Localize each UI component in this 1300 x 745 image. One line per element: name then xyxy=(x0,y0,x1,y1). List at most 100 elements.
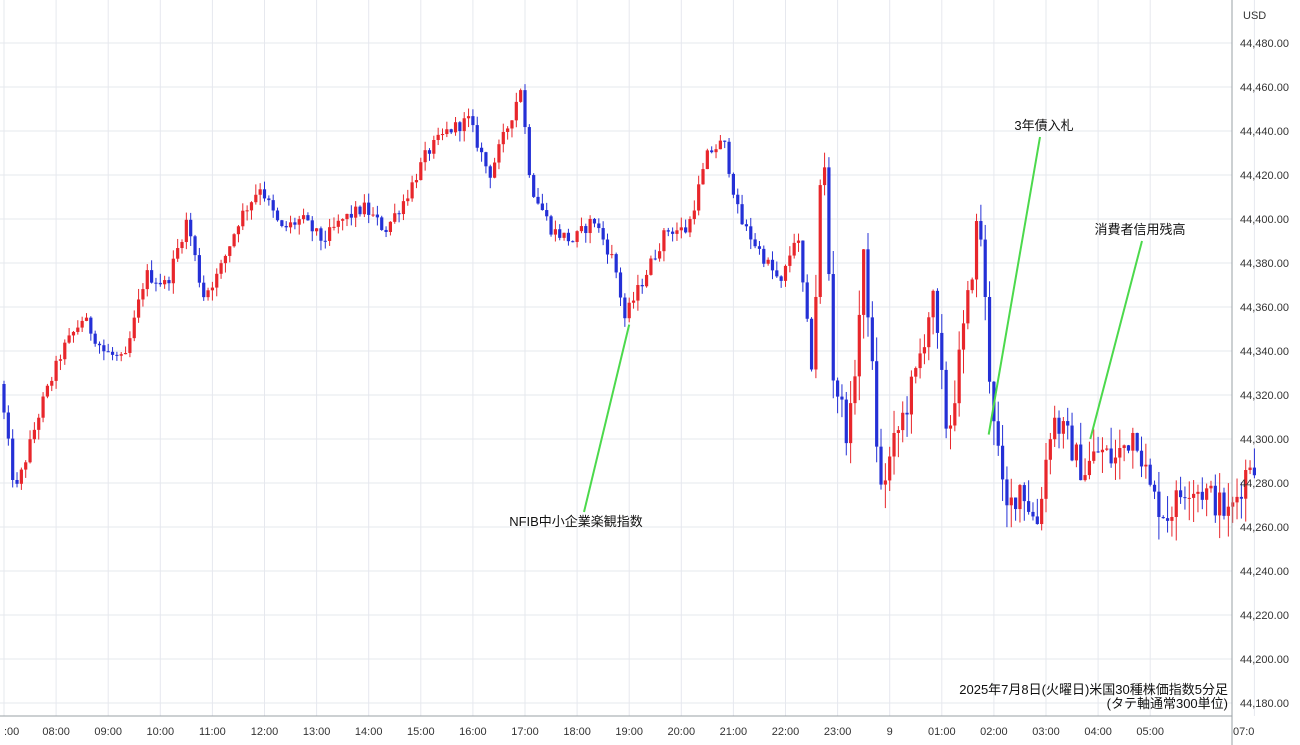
candle xyxy=(662,227,666,262)
candle-body xyxy=(432,140,436,154)
candle xyxy=(705,148,709,170)
candle xyxy=(132,310,136,342)
candle-body xyxy=(354,206,358,218)
candle-body xyxy=(640,284,644,287)
candle-body xyxy=(132,317,136,339)
candle xyxy=(50,376,54,392)
annotation-line xyxy=(987,136,1041,435)
candle-body xyxy=(684,227,688,233)
candle-body xyxy=(367,202,371,215)
candle xyxy=(870,301,874,370)
candle xyxy=(345,213,349,227)
candle xyxy=(1174,480,1178,541)
candle-body xyxy=(935,290,940,333)
candle xyxy=(1053,405,1057,447)
candle-body xyxy=(110,351,115,355)
x-tick-label: 03:00 xyxy=(1032,726,1060,738)
candle xyxy=(189,212,193,246)
candle-body xyxy=(1000,445,1005,480)
candle-body xyxy=(1244,470,1248,499)
candle xyxy=(471,109,475,133)
currency-label: USD xyxy=(1243,10,1266,22)
candle-body xyxy=(262,189,267,199)
x-tick-label: 01:00 xyxy=(928,726,956,738)
candle xyxy=(527,124,531,178)
candle xyxy=(1235,478,1239,520)
candle xyxy=(1096,436,1100,453)
time-axis[interactable]: :00 08:00 09:00 10:00 11:00 12:00 13:00 14:00 15… xyxy=(4,726,1254,738)
candle xyxy=(827,157,831,281)
y-tick-label: 44,200.00 xyxy=(1240,654,1289,666)
candle xyxy=(710,146,714,154)
candle xyxy=(1239,482,1243,519)
candle xyxy=(657,243,662,262)
candle xyxy=(605,233,610,264)
candle xyxy=(644,269,649,288)
candle-body xyxy=(19,469,23,484)
candle xyxy=(306,212,310,221)
candle xyxy=(1218,473,1222,539)
candle xyxy=(462,112,466,142)
candle-body xyxy=(584,226,588,234)
candle xyxy=(184,212,188,250)
y-tick-label: 44,380.00 xyxy=(1240,258,1289,270)
candle-body xyxy=(375,214,379,218)
candle-body xyxy=(2,384,6,413)
candle-body xyxy=(1174,490,1178,517)
price-axis[interactable]: 44,480.00 44,460.00 44,440.00 44,420.00 44,4… xyxy=(1240,38,1289,710)
candle-body xyxy=(453,122,458,133)
candle xyxy=(584,223,588,243)
candle-body xyxy=(1135,432,1139,451)
candle-body xyxy=(571,241,575,243)
candle xyxy=(275,207,280,222)
candle xyxy=(384,226,388,238)
candle xyxy=(475,116,479,152)
candle-body xyxy=(436,134,440,141)
candle-body xyxy=(319,228,323,241)
candle-body xyxy=(931,290,935,318)
candle xyxy=(223,254,228,273)
candle-body xyxy=(380,217,384,230)
candle xyxy=(1100,437,1105,473)
candle-body xyxy=(232,234,236,247)
candle xyxy=(592,217,597,228)
candle-body xyxy=(692,210,696,220)
candle xyxy=(115,351,119,361)
candle-body xyxy=(301,215,306,220)
candle xyxy=(76,320,80,335)
candle xyxy=(102,339,106,361)
candle xyxy=(627,297,631,323)
y-tick-label: 44,460.00 xyxy=(1240,82,1289,94)
candle-body xyxy=(280,220,284,226)
candle-body xyxy=(267,198,271,201)
chart-caption-line2: (タテ軸通常300単位) xyxy=(1107,696,1228,711)
candle xyxy=(37,413,41,440)
candle xyxy=(2,380,6,420)
candle xyxy=(332,217,336,231)
candle-body xyxy=(50,380,54,386)
candle-body xyxy=(1187,497,1191,499)
candle-body xyxy=(1118,448,1122,458)
candle-body xyxy=(545,210,549,217)
candle-body xyxy=(228,246,232,256)
candle xyxy=(805,274,809,322)
candle-body xyxy=(1087,460,1092,476)
candle-body xyxy=(783,265,788,281)
candle xyxy=(831,250,835,399)
x-tick-label: 14:00 xyxy=(355,726,383,738)
candle-body xyxy=(744,224,749,227)
candle-body xyxy=(814,296,818,370)
candle-body xyxy=(827,167,831,275)
candle-body xyxy=(779,276,783,281)
annotation-line xyxy=(1089,240,1143,440)
candle-body xyxy=(223,255,228,264)
candle-body xyxy=(592,218,597,224)
candle-body xyxy=(892,432,896,457)
candle xyxy=(566,228,571,246)
candle xyxy=(493,157,497,179)
candle-body xyxy=(519,90,523,102)
candle-body xyxy=(371,214,375,216)
y-tick-label: 44,260.00 xyxy=(1240,522,1289,534)
candle-body xyxy=(1248,467,1252,471)
